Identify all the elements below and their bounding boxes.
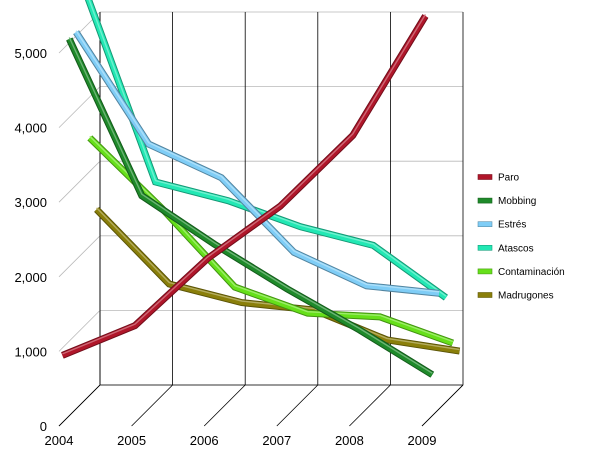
series-lines — [61, 0, 461, 378]
series-line-highlight-mobbing — [68, 37, 433, 374]
legend-label-paro: Paro — [498, 173, 520, 184]
y-tick-label: 3,000 — [14, 195, 47, 210]
x-tick-label: 2008 — [335, 433, 364, 448]
y-tick-label: 1,000 — [14, 344, 47, 359]
floor-gridline — [276, 384, 319, 427]
legend-label-estres: Estrés — [498, 220, 526, 231]
side-wall-gridline — [58, 310, 101, 352]
y-tick-label: 5,000 — [14, 46, 47, 61]
legend-label-madrugones: Madrugones — [498, 291, 554, 302]
x-tick-label: 2009 — [408, 433, 437, 448]
floor-left-edge — [58, 384, 101, 427]
series-line-shadow-contaminacion — [87, 135, 454, 347]
legend-swatch-mobbing — [477, 197, 493, 204]
legend-swatch-contaminacion — [477, 268, 493, 275]
legend-label-mobbing: Mobbing — [498, 196, 536, 207]
legend-label-contaminacion: Contaminación — [498, 267, 565, 278]
series-line-highlight-paro — [62, 14, 426, 355]
series-line-highlight-atascos — [88, 0, 447, 297]
legend-label-atascos: Atascos — [498, 243, 534, 254]
floor-gridline — [349, 384, 391, 427]
floor-gridline — [203, 384, 246, 427]
x-tick-label: 2004 — [45, 433, 74, 448]
legend-swatch-estres — [477, 221, 493, 227]
series-line-highlight-estres — [75, 30, 440, 293]
series-line-paro — [61, 14, 428, 358]
side-wall-gridline — [58, 160, 101, 203]
axes: 2004 2005 2006 2007 2008 2009 0 1,000 2,000 3,000… — [14, 46, 436, 448]
legend-swatch-paro — [477, 174, 493, 180]
legend-swatch-atascos — [477, 245, 493, 251]
floor-gridline — [131, 384, 173, 427]
legend-swatch-madrugones — [477, 292, 493, 298]
series-line-estres — [74, 30, 440, 296]
x-tick-label: 2005 — [117, 433, 146, 448]
y-tick-label: 0 — [40, 419, 47, 434]
series-line-highlight-contaminacion — [89, 135, 454, 343]
x-tick-label: 2007 — [262, 433, 291, 448]
x-tick-label: 2006 — [190, 433, 219, 448]
y-tick-label: 4,000 — [14, 121, 47, 136]
series-line-madrugones — [94, 207, 460, 354]
floor-right-edge — [421, 384, 464, 427]
side-wall-gridline — [58, 235, 101, 278]
series-line-contaminacion — [88, 136, 454, 346]
y-tick-label: 2,000 — [14, 270, 47, 285]
legend: Paro Mobbing Estrés Atascos Contaminación Mad… — [477, 173, 565, 302]
